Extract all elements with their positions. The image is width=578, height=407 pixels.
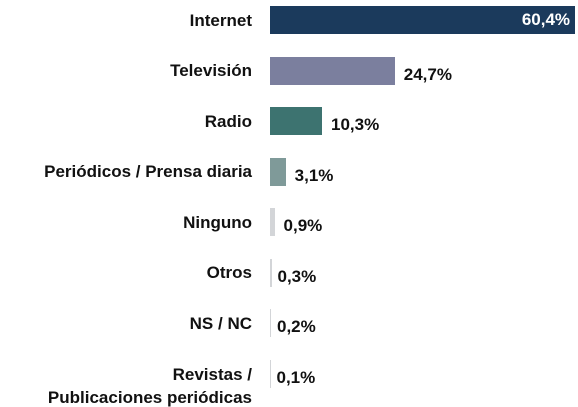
bar xyxy=(270,208,275,236)
value-label: 60,4% xyxy=(521,10,571,29)
bar xyxy=(270,258,272,287)
bar xyxy=(270,359,271,388)
category-label: NS / NC xyxy=(189,313,252,333)
value-label: 24,7% xyxy=(403,64,452,84)
category-label: Internet xyxy=(189,10,252,30)
bar xyxy=(270,6,576,34)
value-label: 0,3% xyxy=(277,266,317,286)
value-label: 3,1% xyxy=(294,165,334,185)
value-label: 0,2% xyxy=(277,317,316,336)
category-label: Radio xyxy=(204,111,252,131)
value-label: 0,9% xyxy=(283,216,323,235)
value-label: 10,3% xyxy=(331,115,380,134)
value-label: 0,1% xyxy=(276,367,316,387)
bar xyxy=(270,107,322,135)
bar xyxy=(270,157,286,186)
category-label: Ninguno xyxy=(183,212,252,232)
bar xyxy=(270,309,271,337)
category-label: Otros xyxy=(206,263,252,282)
bar xyxy=(270,56,395,85)
category-label: Televisión xyxy=(170,61,252,80)
category-label: Periódicos / Prensa diaria xyxy=(44,162,252,181)
category-label: Revistas / Publicaciones periódicas xyxy=(47,364,252,407)
